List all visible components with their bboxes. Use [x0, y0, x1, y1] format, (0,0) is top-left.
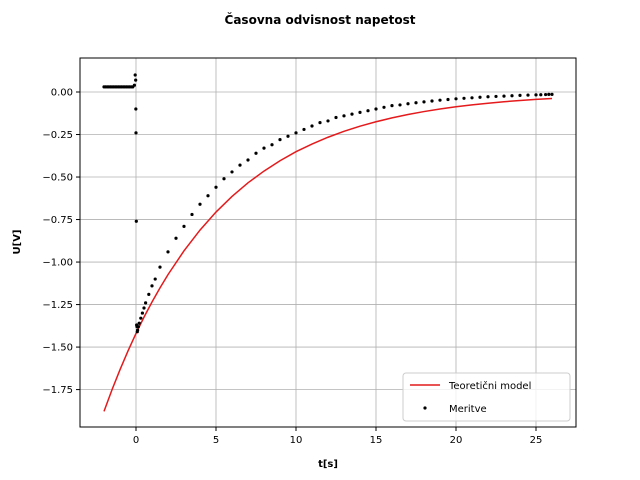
- measurement-point: [454, 97, 458, 101]
- measurement-point: [132, 83, 136, 87]
- y-tick-label: −0.75: [42, 215, 73, 226]
- measurement-point: [510, 94, 514, 98]
- measurement-point: [302, 127, 306, 132]
- measurement-point: [526, 93, 530, 97]
- measurement-point: [142, 306, 146, 310]
- measurement-point: [446, 97, 450, 102]
- series-line-model: [103, 97, 553, 412]
- legend-label-measurements: Meritve: [449, 404, 487, 415]
- measurement-point: [494, 94, 498, 99]
- measurement-point: [190, 212, 194, 217]
- measurement-point: [222, 177, 226, 181]
- measurement-point: [134, 107, 138, 111]
- measurement-point: [318, 121, 322, 125]
- measurement-point: [518, 93, 522, 98]
- measurement-point: [326, 119, 330, 123]
- measurement-point: [547, 92, 551, 96]
- measurement-point: [374, 107, 378, 111]
- grid: [80, 58, 576, 427]
- series-layer: [102, 73, 554, 412]
- measurement-point: [414, 101, 418, 105]
- measurement-point: [534, 93, 538, 97]
- x-axis-title: t[s]: [318, 459, 338, 470]
- measurement-point: [134, 219, 138, 223]
- y-tick-label: −1.75: [42, 385, 73, 396]
- measurement-point: [390, 104, 394, 108]
- measurement-point: [382, 105, 386, 109]
- measurement-point: [550, 92, 554, 96]
- measurement-point: [366, 109, 370, 113]
- x-tick-label: 20: [450, 435, 463, 446]
- measurement-point: [139, 316, 143, 320]
- measurement-point: [539, 93, 543, 97]
- y-tick-label: −1.50: [42, 343, 73, 354]
- measurement-point: [214, 185, 218, 189]
- measurement-point: [166, 250, 170, 254]
- x-tick-label: 25: [530, 435, 543, 446]
- measurement-point: [137, 321, 141, 325]
- measurement-point: [430, 99, 434, 103]
- y-tick-label: −1.00: [42, 258, 73, 269]
- measurement-point: [438, 98, 442, 102]
- measurement-point: [174, 236, 178, 240]
- measurement-point: [294, 131, 298, 135]
- measurement-point: [134, 78, 138, 82]
- chart-title: Časovna odvisnost napetost: [225, 12, 416, 27]
- y-axis: 0.00 −0.25 −0.50 −0.75 −1.00 −1.25 −1.50 −1.75: [42, 88, 80, 396]
- measurement-point: [153, 277, 157, 281]
- x-tick-label: 0: [133, 435, 139, 446]
- legend-label-model: Teoretični model: [448, 380, 531, 392]
- measurement-point: [136, 328, 140, 332]
- measurement-point: [406, 102, 410, 106]
- measurement-point: [470, 96, 474, 100]
- measurement-point: [544, 92, 548, 97]
- measurement-point: [254, 151, 258, 155]
- measurement-point: [246, 158, 250, 162]
- measurement-point: [286, 134, 290, 138]
- measurement-point: [144, 301, 148, 305]
- measurement-point: [158, 265, 162, 269]
- measurement-point: [422, 100, 426, 104]
- x-tick-label: 15: [370, 435, 383, 446]
- measurement-point: [278, 138, 282, 142]
- measurement-point: [238, 163, 242, 167]
- measurement-point: [398, 103, 402, 107]
- measurement-point: [350, 112, 354, 116]
- measurement-point: [262, 146, 266, 150]
- measurement-point: [206, 194, 210, 198]
- measurement-point: [134, 131, 138, 135]
- measurement-point: [140, 311, 144, 315]
- measurement-point: [462, 96, 466, 100]
- x-tick-label: 10: [290, 435, 303, 446]
- measurement-point: [310, 124, 314, 128]
- measurement-point: [486, 95, 490, 99]
- legend: Teoretični model Meritve: [402, 372, 571, 422]
- measurement-point: [478, 95, 482, 99]
- measurement-point: [136, 325, 140, 329]
- measurement-point: [230, 170, 234, 174]
- x-tick-label: 5: [213, 435, 219, 446]
- y-tick-label: 0.00: [51, 88, 73, 99]
- plot-frame: [79, 57, 577, 428]
- measurement-point: [133, 73, 137, 77]
- legend-dot-swatch: [423, 406, 427, 410]
- y-tick-label: −0.25: [42, 130, 73, 141]
- measurement-point: [147, 292, 151, 296]
- legend-box: [402, 372, 571, 422]
- measurement-point: [502, 94, 506, 98]
- measurement-point: [342, 114, 346, 118]
- measurement-point: [198, 202, 202, 206]
- x-axis: 0 5 10 15 20 25: [133, 427, 543, 446]
- measurement-point: [150, 284, 154, 288]
- measurement-point: [182, 224, 186, 228]
- measurement-point: [358, 110, 362, 115]
- measurement-point: [334, 115, 338, 120]
- y-tick-label: −1.25: [42, 300, 73, 311]
- y-tick-label: −0.50: [42, 173, 73, 184]
- measurement-point: [270, 143, 274, 147]
- y-axis-title: U[V]: [12, 230, 23, 255]
